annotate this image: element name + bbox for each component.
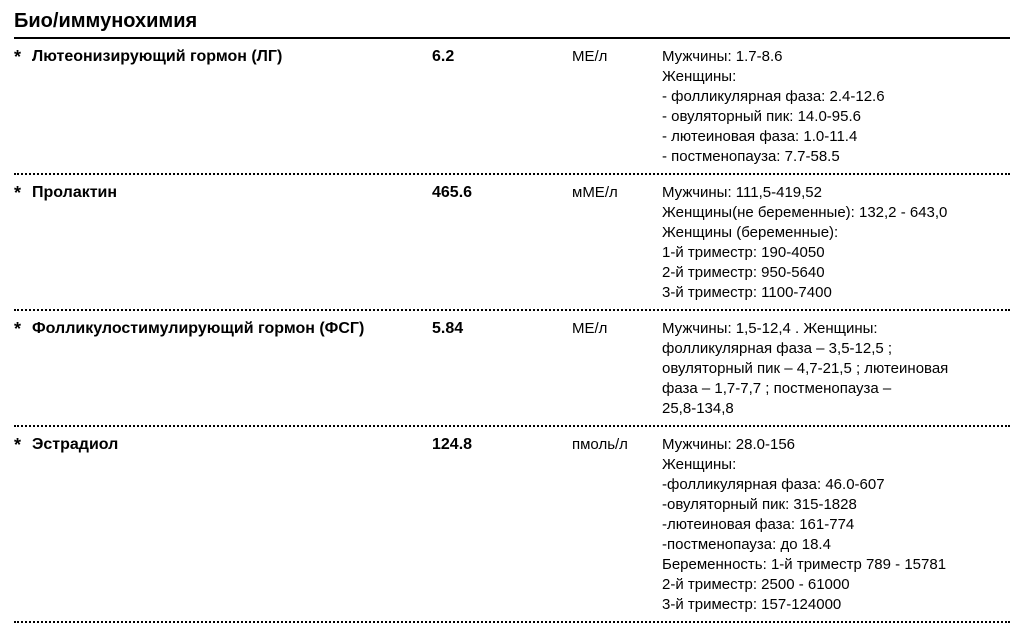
reference-line: Беременность: 1-й триместр 789 - 15781 (662, 555, 1010, 575)
result-row: * Эстрадиол 124.8 пмоль/л Мужчины: 28.0-… (14, 427, 1010, 623)
reference-line: Мужчины: 1,5-12,4 . Женщины: (662, 319, 1010, 339)
analyte-name: Пролактин (32, 183, 432, 303)
reference-line: 2-й триместр: 2500 - 61000 (662, 575, 1010, 595)
row-bullet: * (14, 319, 32, 419)
reference-line: -постменопауза: до 18.4 (662, 535, 1010, 555)
reference-line: 25,8-134,8 (662, 399, 1010, 419)
reference-line: Женщины: (662, 455, 1010, 475)
reference-line: - фолликулярная фаза: 2.4-12.6 (662, 87, 1010, 107)
reference-line: - овуляторный пик: 14.0-95.6 (662, 107, 1010, 127)
analyte-unit: пмоль/л (572, 435, 662, 615)
reference-line: Женщины(не беременные): 132,2 - 643,0 (662, 203, 1010, 223)
reference-line: фаза – 1,7-7,7 ; постменопауза – (662, 379, 1010, 399)
row-bullet: * (14, 47, 32, 167)
reference-line: овуляторный пик – 4,7-21,5 ; лютеиновая (662, 359, 1010, 379)
result-row: * Фолликулостимулирующий гормон (ФСГ) 5.… (14, 311, 1010, 427)
report-page: Био/иммунохимия * Лютеонизирующий гормон… (0, 0, 1024, 643)
analyte-unit: МЕ/л (572, 319, 662, 419)
reference-line: -лютеиновая фаза: 161-774 (662, 515, 1010, 535)
reference-line: -фолликулярная фаза: 46.0-607 (662, 475, 1010, 495)
analyte-unit: мМЕ/л (572, 183, 662, 303)
reference-range: Мужчины: 1,5-12,4 . Женщины: фолликулярн… (662, 319, 1010, 419)
row-bullet: * (14, 183, 32, 303)
reference-line: - постменопауза: 7.7-58.5 (662, 147, 1010, 167)
result-row: * Пролактин 465.6 мМЕ/л Мужчины: 111,5-4… (14, 175, 1010, 311)
reference-line: 3-й триместр: 1100-7400 (662, 283, 1010, 303)
section-title: Био/иммунохимия (14, 10, 1010, 33)
analyte-value: 465.6 (432, 183, 572, 303)
analyte-value: 5.84 (432, 319, 572, 419)
analyte-value: 124.8 (432, 435, 572, 615)
analyte-value: 6.2 (432, 47, 572, 167)
reference-line: - лютеиновая фаза: 1.0-11.4 (662, 127, 1010, 147)
reference-range: Мужчины: 111,5-419,52 Женщины(не беремен… (662, 183, 1010, 303)
analyte-name: Фолликулостимулирующий гормон (ФСГ) (32, 319, 432, 419)
reference-line: 1-й триместр: 190-4050 (662, 243, 1010, 263)
reference-line: -овуляторный пик: 315-1828 (662, 495, 1010, 515)
reference-line: Женщины: (662, 67, 1010, 87)
analyte-unit: МЕ/л (572, 47, 662, 167)
reference-line: Мужчины: 28.0-156 (662, 435, 1010, 455)
reference-line: Мужчины: 111,5-419,52 (662, 183, 1010, 203)
reference-line: Мужчины: 1.7-8.6 (662, 47, 1010, 67)
reference-line: 3-й триместр: 157-124000 (662, 595, 1010, 615)
row-bullet: * (14, 435, 32, 615)
reference-range: Мужчины: 1.7-8.6 Женщины: - фолликулярна… (662, 47, 1010, 167)
reference-line: фолликулярная фаза – 3,5-12,5 ; (662, 339, 1010, 359)
analyte-name: Эстрадиол (32, 435, 432, 615)
reference-line: 2-й триместр: 950-5640 (662, 263, 1010, 283)
reference-range: Мужчины: 28.0-156 Женщины: -фолликулярна… (662, 435, 1010, 615)
result-row: * Лютеонизирующий гормон (ЛГ) 6.2 МЕ/л М… (14, 39, 1010, 175)
analyte-name: Лютеонизирующий гормон (ЛГ) (32, 47, 432, 167)
reference-line: Женщины (беременные): (662, 223, 1010, 243)
